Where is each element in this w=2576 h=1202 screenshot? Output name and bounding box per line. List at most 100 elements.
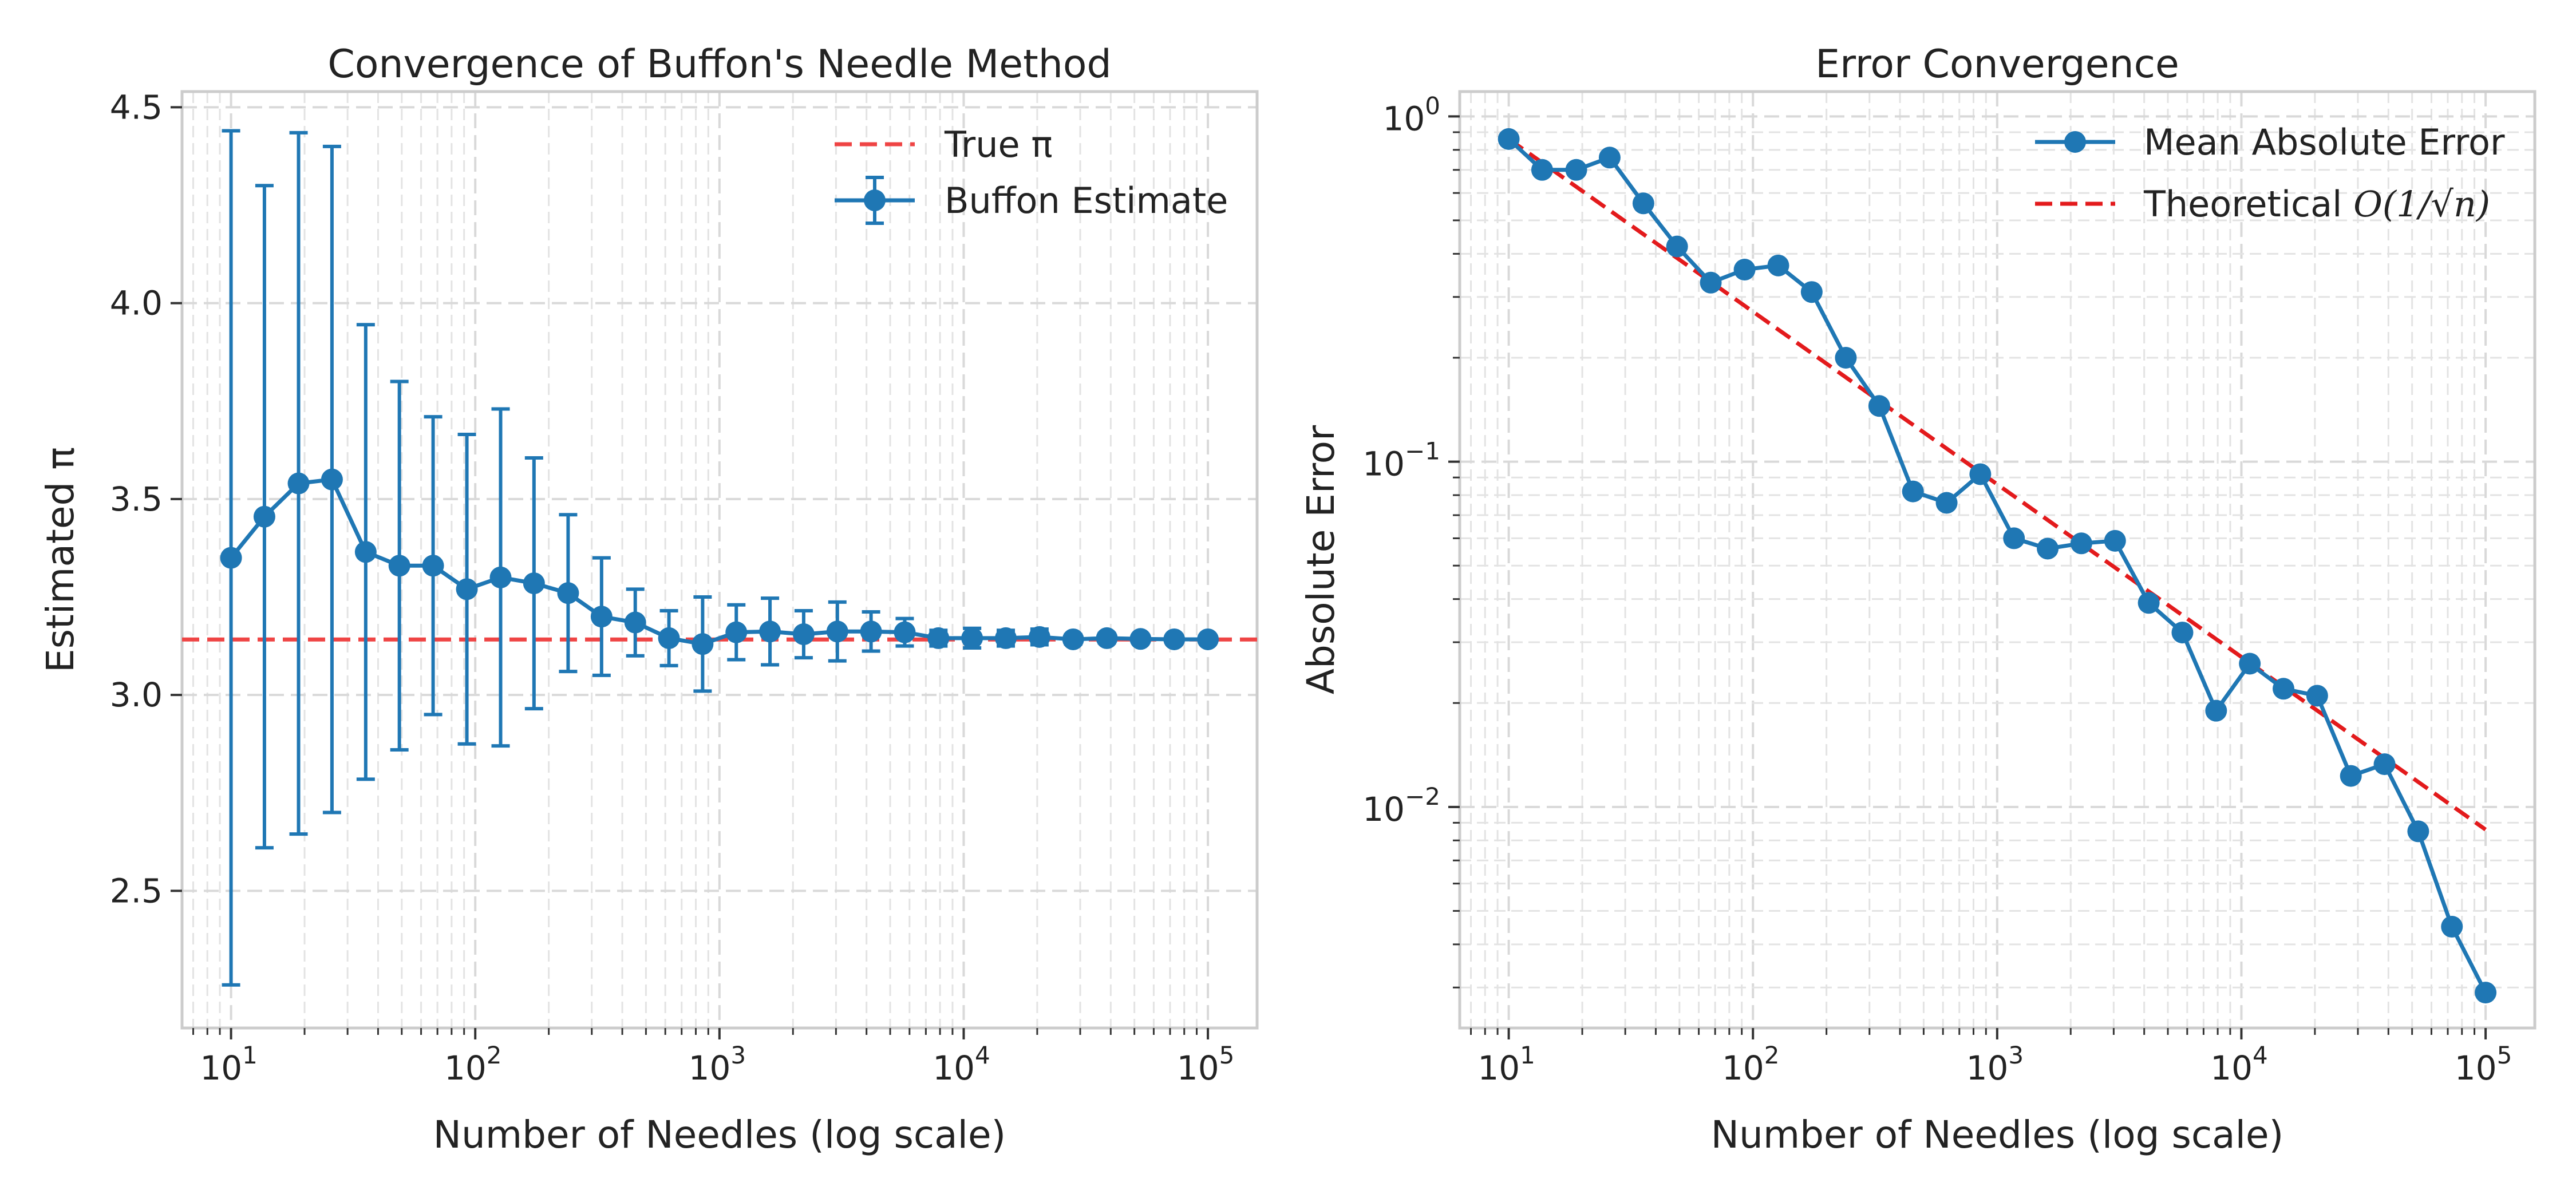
data-point (1935, 492, 1958, 514)
data-point (826, 620, 848, 643)
data-point (2475, 982, 2497, 1004)
data-point (1498, 128, 1520, 150)
tick-exponent: −1 (1405, 437, 1440, 465)
data-point (1902, 480, 1924, 503)
data-point (658, 627, 680, 649)
data-point (2003, 527, 2025, 549)
data-point (220, 547, 242, 569)
data-point (2205, 699, 2227, 722)
data-point (1565, 159, 1587, 181)
x-tick-label: 101 (1477, 1041, 1535, 1088)
data-point (2340, 765, 2362, 787)
y-tick-label: 100 (1382, 92, 1440, 138)
legend-theory-label: Theoretical O(1/√n) (2143, 183, 2490, 225)
data-point (692, 633, 714, 655)
data-point (1969, 463, 1992, 485)
tick-exponent: 4 (2253, 1041, 2268, 1069)
right-y-axis-label: Absolute Error (1299, 425, 1343, 694)
data-point (759, 620, 781, 643)
tick-base: 10 (1477, 1049, 1520, 1088)
left-x-axis-label: Number of Needles (log scale) (433, 1113, 1006, 1157)
data-point (2138, 592, 2160, 614)
data-point (624, 611, 646, 634)
data-point (995, 627, 1017, 649)
data-point (1835, 347, 1857, 369)
data-point (2373, 753, 2396, 776)
data-point (1632, 192, 1654, 215)
data-point (1096, 627, 1118, 649)
data-point (1028, 626, 1050, 648)
legend-swatch-marker (864, 189, 886, 211)
data-point (557, 582, 579, 604)
data-point (2273, 678, 2295, 700)
y-tick-label: 10−1 (1362, 437, 1440, 484)
right-chart-title: Error Convergence (1815, 42, 2179, 87)
data-point (2104, 529, 2126, 552)
data-point (2070, 532, 2092, 555)
x-tick-label: 101 (200, 1041, 258, 1088)
tick-base: 10 (1362, 790, 1405, 829)
data-point (287, 472, 310, 495)
tick-exponent: 4 (975, 1041, 990, 1069)
data-point (792, 623, 815, 646)
data-point (1197, 628, 1219, 650)
tick-base: 10 (200, 1049, 242, 1088)
data-point (1700, 271, 1722, 294)
data-point (388, 555, 410, 577)
tick-base: 10 (2455, 1049, 2497, 1088)
legend-mae-swatch (2035, 131, 2115, 153)
tick-exponent: 1 (1520, 1041, 1535, 1069)
data-point (489, 566, 512, 588)
x-tick-label: 104 (933, 1041, 990, 1088)
data-point (523, 572, 545, 595)
data-point (2037, 537, 2059, 560)
data-point (1868, 395, 1890, 417)
tick-exponent: −2 (1405, 782, 1440, 810)
left-chart-title: Convergence of Buffon's Needle Method (327, 42, 1111, 87)
data-point (860, 620, 882, 643)
tick-base: 10 (1362, 445, 1405, 484)
legend-swatch-marker (2064, 131, 2086, 153)
legend-true-pi-label: True π (944, 124, 1053, 165)
y-tick-label: 10−2 (1362, 782, 1440, 829)
tick-base: 10 (1177, 1049, 1219, 1088)
data-point (927, 627, 950, 649)
right-legend: Mean Absolute Error Theoretical O(1/√n) (2035, 121, 2505, 225)
y-tick-label: 4.0 (110, 284, 163, 323)
tick-exponent: 0 (1425, 92, 1440, 120)
legend-theory-math: O(1/√n) (2353, 183, 2490, 225)
data-point (2407, 820, 2429, 843)
data-point (1129, 628, 1152, 650)
data-point (1163, 628, 1186, 650)
y-tick-label: 3.0 (110, 675, 163, 714)
tick-exponent: 3 (730, 1041, 746, 1069)
x-tick-label: 103 (689, 1041, 746, 1088)
mean-absolute-error-points (1498, 128, 2497, 1004)
right-x-axis-label: Number of Needles (log scale) (1711, 1113, 2284, 1157)
data-point (1733, 259, 1756, 281)
theoretical-reference-line (1507, 137, 2487, 832)
legend-buffon-swatch (835, 176, 915, 225)
x-tick-label: 103 (1966, 1041, 2024, 1088)
data-point (725, 621, 748, 643)
x-tick-label: 104 (2210, 1041, 2268, 1088)
tick-base: 10 (1966, 1049, 2009, 1088)
legend-mae-label: Mean Absolute Error (2144, 121, 2505, 163)
data-point (1800, 281, 1823, 303)
y-tick-label: 4.5 (110, 88, 163, 126)
data-point (1531, 159, 1553, 181)
x-tick-label: 105 (2455, 1041, 2512, 1088)
tick-base: 10 (933, 1049, 975, 1088)
data-point (2171, 622, 2194, 644)
data-point (321, 468, 343, 491)
tick-base: 10 (1382, 99, 1425, 138)
legend-buffon-label: Buffon Estimate (945, 180, 1228, 222)
tick-base: 10 (1722, 1049, 1764, 1088)
data-point (1598, 147, 1621, 169)
y-tick-label: 2.5 (110, 871, 163, 910)
